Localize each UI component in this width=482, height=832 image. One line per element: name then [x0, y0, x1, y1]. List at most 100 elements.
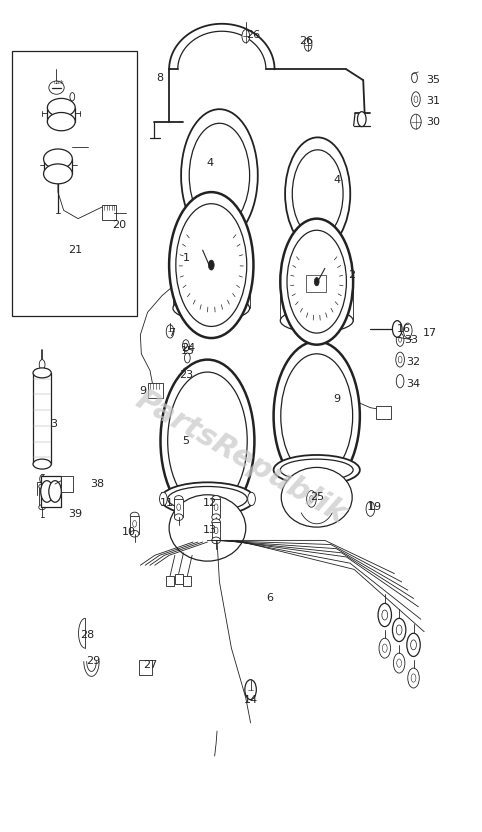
Circle shape	[214, 527, 218, 534]
Text: 19: 19	[368, 503, 382, 513]
Ellipse shape	[39, 505, 45, 510]
Circle shape	[399, 337, 402, 342]
Text: 32: 32	[406, 357, 421, 367]
Ellipse shape	[49, 81, 64, 94]
Ellipse shape	[212, 537, 220, 543]
Text: 26: 26	[246, 30, 260, 40]
Circle shape	[214, 504, 218, 511]
Text: PartsRepublik: PartsRepublik	[131, 385, 351, 529]
Circle shape	[396, 625, 402, 635]
Bar	[212, 522, 220, 540]
Bar	[12, 51, 136, 316]
Text: 3: 3	[51, 419, 58, 429]
Circle shape	[168, 372, 247, 510]
Ellipse shape	[169, 495, 246, 561]
Ellipse shape	[411, 114, 421, 129]
Ellipse shape	[33, 368, 51, 378]
Ellipse shape	[281, 468, 352, 527]
Circle shape	[183, 368, 188, 378]
Text: 10: 10	[121, 527, 135, 537]
Text: 7: 7	[168, 328, 175, 338]
Ellipse shape	[212, 496, 220, 503]
Circle shape	[204, 326, 210, 336]
Circle shape	[396, 352, 404, 367]
Circle shape	[285, 137, 350, 250]
Circle shape	[54, 161, 61, 172]
Text: 28: 28	[80, 630, 95, 640]
Circle shape	[181, 109, 258, 242]
Bar	[102, 206, 116, 220]
Circle shape	[304, 38, 312, 51]
Circle shape	[382, 644, 387, 652]
Text: 29: 29	[86, 656, 101, 666]
Circle shape	[314, 278, 319, 286]
Circle shape	[392, 618, 406, 641]
Text: 5: 5	[182, 436, 189, 446]
Text: 25: 25	[309, 493, 324, 503]
Text: 11: 11	[160, 498, 174, 508]
Circle shape	[189, 123, 250, 228]
Circle shape	[397, 659, 402, 667]
Bar	[61, 476, 73, 493]
Circle shape	[169, 192, 254, 338]
Circle shape	[208, 260, 214, 270]
Text: 26: 26	[299, 36, 313, 47]
Text: 6: 6	[266, 593, 273, 603]
Bar	[33, 373, 51, 464]
Bar	[130, 516, 139, 534]
Circle shape	[358, 111, 366, 126]
Text: 13: 13	[203, 526, 217, 536]
Circle shape	[408, 668, 419, 688]
Text: 35: 35	[426, 75, 440, 85]
Text: ubik: ubik	[54, 81, 65, 86]
Ellipse shape	[47, 98, 75, 116]
Ellipse shape	[173, 295, 250, 320]
Circle shape	[412, 72, 417, 82]
Bar	[306, 275, 326, 292]
Circle shape	[183, 339, 189, 351]
Text: 4: 4	[333, 175, 340, 185]
Text: 23: 23	[179, 369, 193, 379]
Text: 34: 34	[406, 379, 421, 389]
Circle shape	[412, 92, 420, 106]
Ellipse shape	[212, 519, 220, 526]
Ellipse shape	[130, 531, 139, 537]
Bar	[39, 487, 45, 508]
Circle shape	[40, 481, 53, 503]
Circle shape	[242, 30, 250, 43]
Text: 39: 39	[68, 509, 83, 519]
Circle shape	[177, 504, 181, 511]
Text: 16: 16	[397, 324, 411, 334]
Text: 38: 38	[90, 479, 104, 489]
Circle shape	[382, 610, 388, 620]
Circle shape	[161, 359, 254, 522]
Circle shape	[378, 603, 391, 626]
Circle shape	[414, 96, 418, 102]
Text: 20: 20	[112, 220, 126, 230]
Circle shape	[39, 359, 45, 369]
Circle shape	[274, 341, 360, 491]
Ellipse shape	[174, 496, 183, 503]
Bar	[184, 576, 191, 586]
Text: 8: 8	[156, 72, 163, 82]
Bar	[376, 406, 390, 419]
Ellipse shape	[43, 149, 72, 169]
Circle shape	[50, 153, 66, 180]
Text: 31: 31	[426, 96, 440, 106]
Bar	[147, 383, 163, 398]
Circle shape	[212, 326, 217, 336]
Circle shape	[245, 680, 256, 700]
Text: 12: 12	[203, 498, 217, 508]
Circle shape	[403, 323, 412, 338]
Circle shape	[70, 92, 75, 101]
Text: 14: 14	[243, 695, 258, 705]
Text: 2: 2	[348, 270, 355, 280]
Circle shape	[411, 674, 416, 682]
Circle shape	[185, 343, 187, 348]
Ellipse shape	[274, 455, 360, 485]
Circle shape	[411, 640, 416, 650]
Circle shape	[166, 324, 174, 338]
Circle shape	[309, 496, 313, 503]
Ellipse shape	[281, 309, 353, 332]
Circle shape	[393, 653, 405, 673]
